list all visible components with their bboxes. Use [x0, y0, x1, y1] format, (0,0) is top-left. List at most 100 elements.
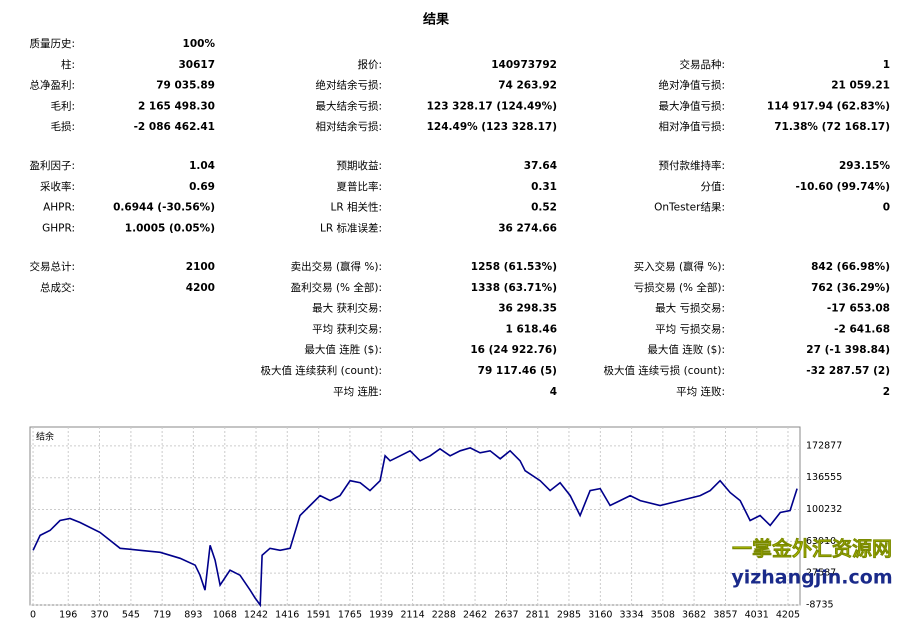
- stat-label: 盈利交易 (% 全部):: [291, 281, 382, 294]
- stat-value: 100%: [183, 38, 216, 50]
- stat-value: 27 (-1 398.84): [806, 344, 890, 356]
- stat-label: 最大结余亏损:: [315, 99, 382, 112]
- stat-label: 极大值 连续获利 (count):: [260, 364, 382, 377]
- stat-label: 最大净值亏损:: [658, 99, 725, 112]
- x-tick-label: 196: [59, 610, 77, 621]
- stat-value: 2100: [186, 261, 215, 273]
- stat-label: 预期收益:: [336, 159, 382, 172]
- stat-value: 0: [883, 202, 890, 214]
- x-tick-label: 3160: [588, 610, 612, 621]
- x-tick-label: 893: [184, 610, 202, 621]
- stat-value: 842 (66.98%): [811, 261, 890, 273]
- stat-label: LR 相关性:: [330, 201, 382, 214]
- stat-label: 极大值 连续亏损 (count):: [603, 364, 725, 377]
- stat-value: 114 917.94 (62.83%): [767, 100, 890, 112]
- stat-label: 柱:: [61, 58, 75, 71]
- stat-label: 总成交:: [40, 281, 75, 294]
- stat-value: 1338 (63.71%): [471, 282, 557, 294]
- stat-value: 2 165 498.30: [138, 100, 215, 112]
- stat-label: OnTester结果:: [654, 201, 725, 214]
- stat-label: 买入交易 (赢得 %):: [634, 260, 725, 273]
- stat-value: 140973792: [491, 59, 557, 71]
- stat-value: 71.38% (72 168.17): [774, 121, 890, 133]
- x-tick-label: 1416: [275, 610, 299, 621]
- stat-value: 0.6944 (-30.56%): [113, 202, 215, 214]
- report-title: 结果: [423, 12, 449, 28]
- stat-value: 0.52: [531, 202, 557, 214]
- stat-label: 夏普比率:: [336, 180, 382, 193]
- stat-value: 1 618.46: [506, 323, 557, 335]
- y-tick-label: -8735: [806, 600, 834, 611]
- x-tick-label: 370: [90, 610, 108, 621]
- stat-value: 79 035.89: [156, 80, 215, 92]
- stat-value: 30617: [178, 59, 215, 71]
- x-tick-label: 2811: [526, 610, 550, 621]
- y-tick-label: 172877: [806, 440, 842, 451]
- y-tick-label: 136555: [806, 472, 842, 483]
- stat-value: 0.31: [531, 181, 557, 193]
- stat-value: 74 263.92: [498, 80, 557, 92]
- stat-value: -10.60 (99.74%): [795, 181, 890, 193]
- stat-value: 4200: [186, 282, 215, 294]
- chart-title: 结余: [36, 431, 54, 443]
- stat-label: 最大 亏损交易:: [655, 302, 725, 315]
- stat-value: 4: [550, 386, 557, 398]
- x-tick-label: 1591: [307, 610, 331, 621]
- stat-value: 124.49% (123 328.17): [427, 121, 557, 133]
- stat-value: -2 641.68: [834, 323, 890, 335]
- chart-frame: [29, 426, 801, 606]
- stat-label: 交易品种:: [679, 58, 725, 71]
- stat-value: 123 328.17 (124.49%): [427, 100, 557, 112]
- stat-value: 36 274.66: [498, 222, 557, 234]
- stat-value: -2 086 462.41: [134, 121, 215, 133]
- x-tick-label: 1068: [213, 610, 237, 621]
- x-tick-label: 3857: [713, 610, 737, 621]
- x-tick-label: 2985: [557, 610, 581, 621]
- stat-label: 采收率:: [40, 180, 75, 193]
- stat-label: 平均 连败:: [676, 385, 725, 398]
- stat-value: 293.15%: [839, 160, 891, 172]
- x-tick-label: 4031: [745, 610, 769, 621]
- x-tick-label: 719: [153, 610, 171, 621]
- stat-value: 21 059.21: [831, 80, 890, 92]
- stat-label: 最大 获利交易:: [312, 302, 382, 315]
- stat-label: 绝对结余亏损:: [315, 79, 382, 92]
- x-tick-label: 2114: [400, 610, 424, 621]
- x-tick-label: 0: [30, 610, 36, 621]
- stat-label: 平均 获利交易:: [312, 322, 382, 335]
- x-tick-label: 1765: [338, 610, 362, 621]
- x-tick-label: 3334: [620, 610, 644, 621]
- stat-label: 绝对净值亏损:: [658, 79, 725, 92]
- stat-label: 交易总计:: [29, 260, 75, 273]
- stat-value: -17 653.08: [827, 303, 890, 315]
- stat-label: 亏损交易 (% 全部):: [634, 281, 725, 294]
- stat-label: 平均 亏损交易:: [655, 322, 725, 335]
- stat-label: 预付款维持率:: [658, 159, 725, 172]
- stat-label: 相对结余亏损:: [315, 120, 382, 133]
- stat-label: 质量历史:: [29, 38, 75, 50]
- y-tick-label: 63910: [806, 536, 836, 547]
- x-tick-label: 2462: [463, 610, 487, 621]
- stat-label: 相对净值亏损:: [658, 120, 725, 133]
- stat-value: 79 117.46 (5): [478, 365, 557, 377]
- watermark: yizhangjin.com: [731, 567, 892, 589]
- x-tick-label: 4205: [776, 610, 800, 621]
- stat-label: 分值:: [700, 180, 725, 193]
- stat-value: 36 298.35: [498, 303, 557, 315]
- stat-label: GHPR:: [42, 222, 75, 234]
- stat-label: 报价:: [357, 58, 382, 71]
- x-tick-label: 2637: [494, 610, 518, 621]
- stat-label: 盈利因子:: [29, 160, 75, 172]
- x-tick-label: 3508: [651, 610, 675, 621]
- x-tick-label: 2288: [432, 610, 456, 621]
- x-tick-label: 545: [122, 610, 140, 621]
- stat-label: 总净盈利:: [29, 79, 75, 92]
- x-tick-label: 1242: [244, 610, 268, 621]
- stat-value: 762 (36.29%): [811, 282, 890, 294]
- balance-line: [32, 447, 798, 608]
- stat-label: LR 标准误差:: [320, 221, 382, 234]
- stat-label: 平均 连胜:: [333, 385, 382, 398]
- y-tick-label: 27587: [806, 568, 836, 579]
- stat-value: -32 287.57 (2): [806, 365, 890, 377]
